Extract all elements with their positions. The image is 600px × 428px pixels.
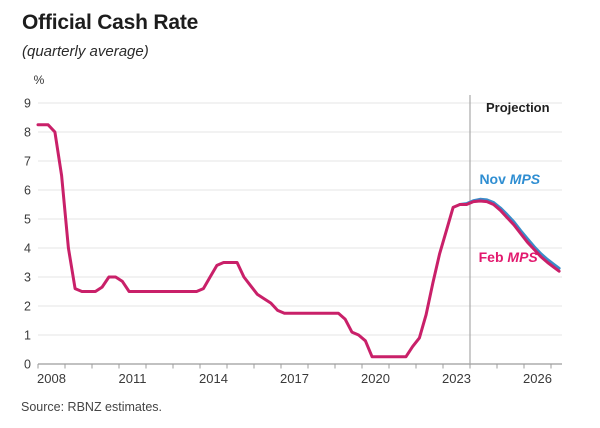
x-tick-label: 2011 — [119, 371, 147, 386]
y-tick-label: 9 — [24, 97, 31, 111]
x-tick-label: 2014 — [199, 371, 228, 386]
x-tick-label: 2023 — [442, 371, 471, 386]
y-tick-label: 4 — [24, 242, 31, 256]
y-tick-label: 5 — [24, 213, 31, 227]
x-tick-label: 2026 — [523, 371, 552, 386]
y-tick-label: 1 — [24, 329, 31, 343]
series-label-feb-mps: Feb MPS — [479, 249, 539, 265]
chart-title: Official Cash Rate — [22, 11, 199, 34]
x-axis: 2008 2011 2014 2017 2020 2023 2026 — [37, 363, 562, 386]
y-tick-label: 8 — [24, 126, 31, 140]
y-axis-unit-label: % — [34, 73, 45, 87]
chart-subtitle: (quarterly average) — [22, 43, 149, 60]
y-axis-labels: 0 1 2 3 4 5 6 7 8 9 — [24, 97, 31, 372]
source-note: Source: RBNZ estimates. — [21, 400, 163, 414]
y-tick-label: 3 — [24, 271, 31, 285]
y-tick-label: 7 — [24, 155, 31, 169]
y-tick-label: 6 — [24, 184, 31, 198]
gridlines — [38, 102, 562, 336]
x-tick-label: 2020 — [361, 371, 390, 386]
projection-label: Projection — [486, 100, 550, 115]
x-tick-label: 2017 — [280, 371, 309, 386]
series-line-feb-mps — [36, 123, 561, 359]
y-tick-label: 2 — [24, 300, 31, 314]
x-tick-label: 2008 — [37, 371, 66, 386]
series-label-nov-mps: Nov MPS — [479, 171, 540, 187]
y-tick-label: 0 — [24, 358, 31, 372]
